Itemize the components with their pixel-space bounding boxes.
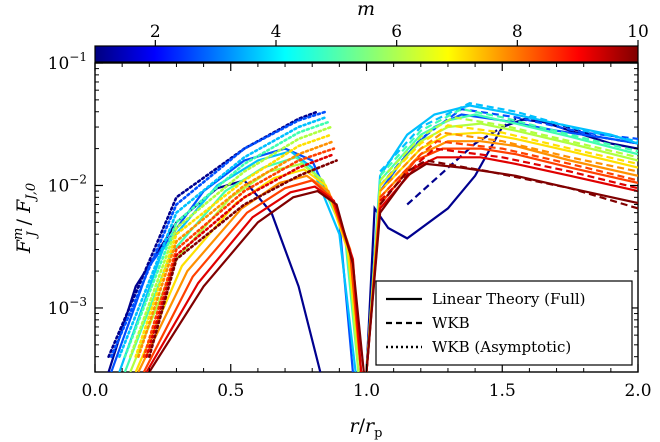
series-m9-full-inner (145, 185, 363, 372)
y-tick-label: 10−1 (48, 50, 87, 74)
series-m4-wkb-outer (379, 107, 638, 177)
series-m9-asymptotic-inner (145, 152, 336, 358)
series-m8-asymptotic-inner (142, 147, 336, 358)
y-tick-label: 10−2 (48, 172, 87, 196)
colorbar-tick-label: 4 (271, 22, 282, 42)
series-m10-asymptotic-inner (148, 159, 338, 358)
colorbar-tick-label: 2 (150, 22, 161, 42)
series-m10-full-outer (365, 162, 638, 372)
series-m5-asymptotic-inner (129, 125, 333, 358)
colorbar: m 2 4 6 8 10 (94, 0, 649, 63)
x-tick-label: 1.5 (489, 381, 516, 401)
series-m2-wkb-outer (379, 107, 638, 187)
svg-text:FmJ / FJ,0: FmJ / FJ,0 (11, 183, 40, 254)
svg-text:r/rp: r/rp (350, 415, 383, 441)
series-m2-full-outer (365, 113, 638, 372)
legend-label-wkb: WKB (432, 314, 470, 332)
series-m9-full-outer (365, 156, 638, 372)
series-m10-full-inner (148, 189, 365, 372)
x-tick-label: 0.0 (81, 381, 108, 401)
series-m5-wkb-outer (379, 116, 638, 182)
colorbar-gradient (94, 45, 639, 63)
colorbar-tick-label: 10 (627, 22, 649, 42)
series-group (107, 102, 638, 372)
series-m3-wkb-outer (379, 102, 638, 173)
series-m6-wkb-outer (379, 124, 638, 187)
series-m3-full-outer (365, 104, 638, 372)
series-m6-full-outer (365, 131, 638, 372)
legend-label-asymptotic: WKB (Asymptotic) (432, 338, 571, 356)
x-tick-label: 0.5 (217, 381, 244, 401)
series-m6-asymptotic-inner (134, 133, 333, 358)
colorbar-label: m (357, 0, 375, 20)
series-m7-asymptotic-inner (137, 139, 336, 358)
series-m5-full-outer (365, 122, 638, 372)
series-m4-full-outer (365, 113, 638, 372)
x-tick-label: 2.0 (624, 381, 651, 401)
colorbar-tick-label: 6 (391, 22, 402, 42)
series-m8-full-outer (365, 147, 638, 372)
y-axis-label: FmJ / FJ,0 (11, 183, 40, 254)
colorbar-tick-label: 8 (512, 22, 523, 42)
series-m1-asymptotic-inner (107, 110, 319, 358)
series-m4-asymptotic-inner (123, 120, 330, 358)
series-m7-wkb-outer (379, 131, 638, 192)
x-tick-label: 1.0 (353, 381, 380, 401)
y-tick-label: 10−3 (48, 295, 87, 319)
series-m7-full-outer (365, 140, 638, 372)
legend-label-full: Linear Theory (Full) (432, 290, 586, 308)
legend: Linear Theory (Full) WKB WKB (Asymptotic… (375, 280, 633, 366)
series-m3-asymptotic-inner (118, 116, 328, 358)
x-axis-label: r/rp (350, 415, 383, 441)
series-m2-asymptotic-inner (110, 110, 328, 358)
axis-ticks: 0.0 0.5 1.0 1.5 2.0 10−3 10−2 10−1 (48, 50, 652, 401)
colorbar-ticks: 2 4 6 8 10 (150, 22, 649, 46)
